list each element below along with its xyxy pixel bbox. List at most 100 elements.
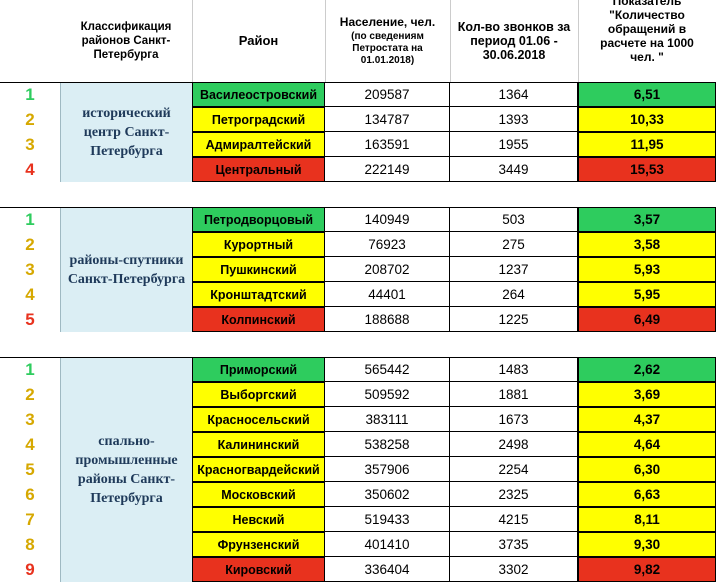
table-row: 4 Калининский 538258 2498 4,64 (0, 432, 716, 457)
calls-value: 3302 (450, 557, 578, 582)
calls-value: 3449 (450, 157, 578, 182)
population-value: 383111 (325, 407, 450, 432)
district-name: Центральный (192, 157, 325, 182)
population-value: 538258 (325, 432, 450, 457)
rank-number: 3 (25, 259, 35, 279)
district-name: Невский (192, 507, 325, 532)
rank-number: 7 (25, 509, 35, 529)
rank-number: 2 (25, 384, 35, 404)
district-name: Калининский (192, 432, 325, 457)
calls-value: 2498 (450, 432, 578, 457)
ratio-value: 2,62 (578, 357, 716, 382)
header-ratio: Показатель "Количество обращений в расче… (600, 0, 694, 64)
header-population: Население, чел. (по сведениям Петростата… (325, 0, 450, 82)
district-name: Пушкинский (192, 257, 325, 282)
rank-number: 6 (25, 484, 35, 504)
population-value: 509592 (325, 382, 450, 407)
ratio-value: 8,11 (578, 507, 716, 532)
population-value: 565442 (325, 357, 450, 382)
calls-value: 2254 (450, 457, 578, 482)
ratio-value: 3,58 (578, 232, 716, 257)
group-top-border (0, 82, 716, 83)
group-label: районы-спутники Санкт-Петербурга (60, 207, 192, 332)
rank-number: 1 (25, 359, 35, 379)
calls-value: 264 (450, 282, 578, 307)
table-row: 8 Фрунзенский 401410 3735 9,30 (0, 532, 716, 557)
rank-number: 2 (25, 234, 35, 254)
calls-value: 4215 (450, 507, 578, 532)
rank-number: 3 (25, 409, 35, 429)
district-name: Приморский (192, 357, 325, 382)
calls-value: 2325 (450, 482, 578, 507)
ratio-value: 6,49 (578, 307, 716, 332)
header-population-title: Население, чел. (339, 15, 436, 29)
table-row: 7 Невский 519433 4215 8,11 (0, 507, 716, 532)
calls-value: 503 (450, 207, 578, 232)
district-name: Адмиралтейский (192, 132, 325, 157)
rank-number: 3 (25, 134, 35, 154)
population-value: 336404 (325, 557, 450, 582)
rank-number: 8 (25, 534, 35, 554)
table-row: 2 Курортный 76923 275 3,58 (0, 232, 716, 257)
table-row: 1 Приморский 565442 1483 2,62 (0, 357, 716, 382)
district-name: Кировский (192, 557, 325, 582)
table-row: 3 Адмиралтейский 163591 1955 11,95 (0, 132, 716, 157)
ratio-value: 9,30 (578, 532, 716, 557)
calls-value: 1881 (450, 382, 578, 407)
population-value: 76923 (325, 232, 450, 257)
table-row: 3 Пушкинский 208702 1237 5,93 (0, 257, 716, 282)
header-divider (325, 0, 326, 82)
calls-value: 1237 (450, 257, 578, 282)
ratio-value: 3,69 (578, 382, 716, 407)
rank-number: 9 (25, 559, 35, 579)
calls-value: 1393 (450, 107, 578, 132)
rank-number: 4 (25, 159, 35, 179)
rank-number: 5 (25, 309, 35, 329)
district-name: Красногвардейский (192, 457, 325, 482)
population-value: 357906 (325, 457, 450, 482)
ratio-value: 11,95 (578, 132, 716, 157)
header-district: Район (238, 33, 279, 48)
population-value: 140949 (325, 207, 450, 232)
district-name: Василеостровский (192, 82, 325, 107)
table-row: 1 Василеостровский 209587 1364 6,51 (0, 82, 716, 107)
calls-value: 1364 (450, 82, 578, 107)
ratio-value: 9,82 (578, 557, 716, 582)
ratio-value: 6,63 (578, 482, 716, 507)
table-row: 3 Красносельский 383111 1673 4,37 (0, 407, 716, 432)
district-name: Московский (192, 482, 325, 507)
calls-value: 1673 (450, 407, 578, 432)
table-row: 6 Московский 350602 2325 6,63 (0, 482, 716, 507)
district-name: Кронштадтский (192, 282, 325, 307)
district-name: Выборгский (192, 382, 325, 407)
population-value: 519433 (325, 507, 450, 532)
table-row: 4 Кронштадтский 44401 264 5,95 (0, 282, 716, 307)
population-value: 134787 (325, 107, 450, 132)
table-row: 5 Колпинский 188688 1225 6,49 (0, 307, 716, 332)
population-value: 44401 (325, 282, 450, 307)
ratio-value: 6,51 (578, 82, 716, 107)
table-row: 5 Красногвардейский 357906 2254 6,30 (0, 457, 716, 482)
header-divider (450, 0, 451, 82)
calls-value: 3735 (450, 532, 578, 557)
header-classification: Классификация районов Санкт-Петербурга (80, 21, 172, 61)
table-row: 4 Центральный 222149 3449 15,53 (0, 157, 716, 182)
table-row: 2 Выборгский 509592 1881 3,69 (0, 382, 716, 407)
calls-value: 275 (450, 232, 578, 257)
calls-value: 1955 (450, 132, 578, 157)
header-divider (578, 0, 579, 82)
district-name: Петродворцовый (192, 207, 325, 232)
ratio-value: 3,57 (578, 207, 716, 232)
ratio-value: 4,37 (578, 407, 716, 432)
rank-number: 2 (25, 109, 35, 129)
population-value: 350602 (325, 482, 450, 507)
header-calls: Кол-во звонков за период 01.06 - 30.06.2… (457, 20, 571, 62)
population-value: 209587 (325, 82, 450, 107)
group-top-border (0, 357, 716, 358)
population-value: 163591 (325, 132, 450, 157)
rank-number: 4 (25, 284, 35, 304)
ratio-value: 6,30 (578, 457, 716, 482)
rank-number: 1 (25, 209, 35, 229)
population-value: 401410 (325, 532, 450, 557)
rank-number: 1 (25, 84, 35, 104)
